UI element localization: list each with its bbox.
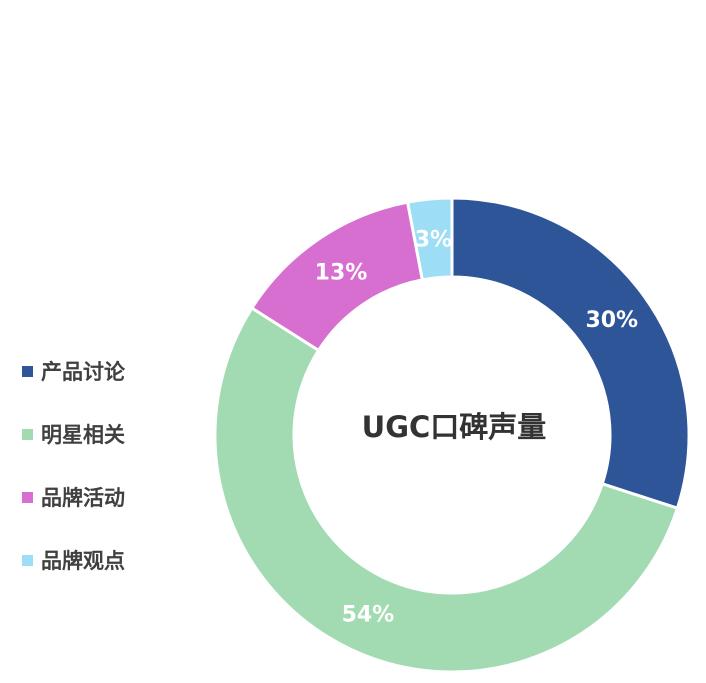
legend-item-2: 品牌活动 bbox=[22, 476, 125, 518]
legend-item-3: 品牌观点 bbox=[22, 539, 125, 581]
chart-legend: 产品讨论明星相关品牌活动品牌观点 bbox=[22, 350, 125, 602]
donut-slices bbox=[213, 196, 691, 674]
legend-label-0: 产品讨论 bbox=[41, 360, 125, 384]
legend-item-0: 产品讨论 bbox=[22, 350, 125, 392]
chart-title: UGC口碑声量 bbox=[362, 410, 547, 444]
slice-label-3: 3% bbox=[415, 227, 452, 252]
donut-slice-0 bbox=[450, 196, 691, 511]
legend-label-3: 品牌观点 bbox=[41, 549, 125, 573]
donut-slice-1 bbox=[213, 305, 680, 674]
legend-swatch-1 bbox=[22, 428, 33, 440]
legend-label-2: 品牌活动 bbox=[41, 486, 125, 510]
slice-label-0: 30% bbox=[585, 308, 638, 333]
legend-label-1: 明星相关 bbox=[41, 423, 125, 447]
slice-label-2: 13% bbox=[315, 261, 368, 286]
slice-label-1: 54% bbox=[342, 603, 395, 628]
legend-swatch-0 bbox=[22, 365, 33, 377]
legend-swatch-2 bbox=[22, 491, 33, 503]
donut-slice-3 bbox=[405, 196, 454, 282]
donut-slice-labels: 30% 54% 13% 3% bbox=[315, 227, 638, 627]
legend-item-1: 明星相关 bbox=[22, 413, 125, 455]
legend-swatch-3 bbox=[22, 554, 33, 566]
